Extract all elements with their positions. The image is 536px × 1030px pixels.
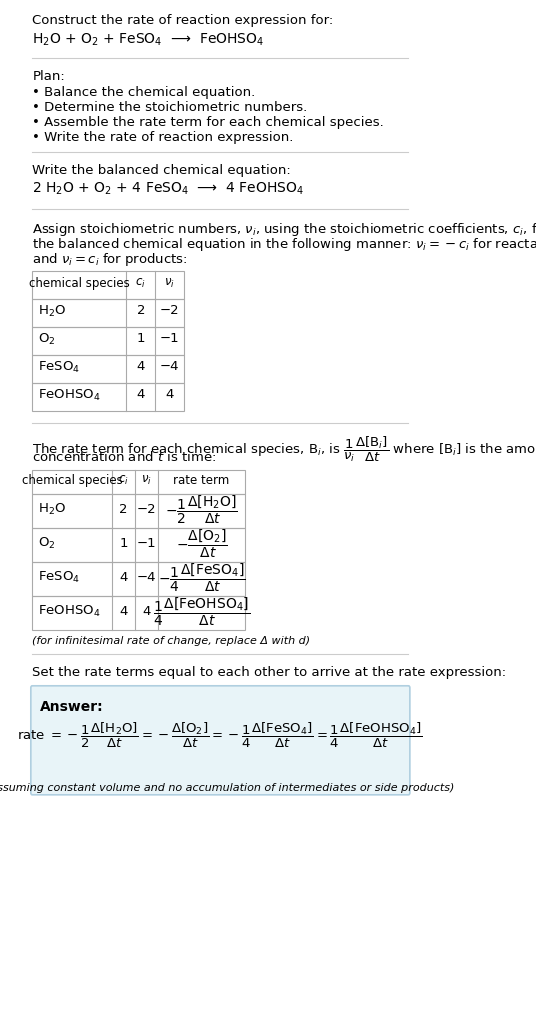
- Text: FeSO$_4$: FeSO$_4$: [38, 359, 80, 375]
- Bar: [32, 595, 245, 629]
- Text: • Determine the stoichiometric numbers.: • Determine the stoichiometric numbers.: [32, 101, 308, 114]
- Text: FeOHSO$_4$: FeOHSO$_4$: [38, 387, 101, 403]
- Text: (assuming constant volume and no accumulation of intermediates or side products): (assuming constant volume and no accumul…: [0, 783, 455, 793]
- Bar: [32, 299, 184, 327]
- Text: concentration and $t$ is time:: concentration and $t$ is time:: [32, 450, 217, 464]
- Text: 2: 2: [137, 305, 145, 317]
- Text: 4: 4: [137, 388, 145, 402]
- Text: H$_2$O: H$_2$O: [38, 304, 66, 318]
- Text: −4: −4: [160, 360, 180, 374]
- Text: 4: 4: [166, 388, 174, 402]
- Text: chemical species: chemical species: [29, 276, 130, 289]
- Text: −1: −1: [137, 538, 157, 550]
- Text: 2: 2: [119, 504, 128, 516]
- Text: the balanced chemical equation in the following manner: $\nu_i = -c_i$ for react: the balanced chemical equation in the fo…: [32, 236, 536, 253]
- Text: $\nu_i$: $\nu_i$: [141, 475, 152, 487]
- Text: Plan:: Plan:: [32, 70, 65, 83]
- Text: 2 H$_2$O + O$_2$ + 4 FeSO$_4$  ⟶  4 FeOHSO$_4$: 2 H$_2$O + O$_2$ + 4 FeSO$_4$ ⟶ 4 FeOHSO…: [32, 181, 304, 198]
- Text: $-\dfrac{\Delta[\mathrm{O_2}]}{\Delta t}$: $-\dfrac{\Delta[\mathrm{O_2}]}{\Delta t}…: [176, 527, 227, 560]
- Text: −2: −2: [137, 504, 157, 516]
- Bar: [32, 271, 184, 299]
- Text: 4: 4: [119, 606, 128, 618]
- Text: • Write the rate of reaction expression.: • Write the rate of reaction expression.: [32, 131, 294, 144]
- Text: −4: −4: [137, 572, 157, 584]
- Text: O$_2$: O$_2$: [38, 537, 56, 551]
- Text: H$_2$O: H$_2$O: [38, 503, 66, 517]
- Text: • Balance the chemical equation.: • Balance the chemical equation.: [32, 85, 256, 99]
- Bar: [32, 493, 245, 527]
- Text: 1: 1: [137, 333, 145, 345]
- Text: $c_i$: $c_i$: [118, 475, 129, 487]
- Bar: [32, 383, 184, 411]
- Text: Answer:: Answer:: [40, 699, 103, 714]
- Text: chemical species: chemical species: [21, 475, 122, 487]
- Bar: [32, 527, 245, 561]
- FancyBboxPatch shape: [31, 686, 410, 795]
- Text: −2: −2: [160, 305, 180, 317]
- Bar: [32, 355, 184, 383]
- Text: $c_i$: $c_i$: [136, 276, 146, 289]
- Text: −1: −1: [160, 333, 180, 345]
- Text: Assign stoichiometric numbers, $\nu_i$, using the stoichiometric coefficients, $: Assign stoichiometric numbers, $\nu_i$, …: [32, 221, 536, 238]
- Text: $-\dfrac{1}{2}\dfrac{\Delta[\mathrm{H_2O}]}{\Delta t}$: $-\dfrac{1}{2}\dfrac{\Delta[\mathrm{H_2O…: [165, 493, 238, 526]
- Text: The rate term for each chemical species, B$_i$, is $\dfrac{1}{\nu_i}\dfrac{\Delt: The rate term for each chemical species,…: [32, 435, 536, 465]
- Text: 4: 4: [143, 606, 151, 618]
- Bar: [32, 327, 184, 355]
- Text: and $\nu_i = c_i$ for products:: and $\nu_i = c_i$ for products:: [32, 251, 188, 268]
- Bar: [32, 561, 245, 595]
- Text: Write the balanced chemical equation:: Write the balanced chemical equation:: [32, 164, 291, 177]
- Text: $-\dfrac{1}{4}\dfrac{\Delta[\mathrm{FeSO_4}]}{\Delta t}$: $-\dfrac{1}{4}\dfrac{\Delta[\mathrm{FeSO…: [158, 561, 245, 594]
- Text: 1: 1: [119, 538, 128, 550]
- Text: 4: 4: [137, 360, 145, 374]
- Text: rate $= -\dfrac{1}{2}\dfrac{\Delta[\mathrm{H_2O}]}{\Delta t} = -\dfrac{\Delta[\m: rate $= -\dfrac{1}{2}\dfrac{\Delta[\math…: [18, 721, 423, 751]
- Text: O$_2$: O$_2$: [38, 332, 56, 346]
- Text: Set the rate terms equal to each other to arrive at the rate expression:: Set the rate terms equal to each other t…: [32, 665, 507, 679]
- Text: Construct the rate of reaction expression for:: Construct the rate of reaction expressio…: [32, 14, 333, 27]
- Text: 4: 4: [119, 572, 128, 584]
- Text: $\dfrac{1}{4}\dfrac{\Delta[\mathrm{FeOHSO_4}]}{\Delta t}$: $\dfrac{1}{4}\dfrac{\Delta[\mathrm{FeOHS…: [153, 595, 250, 628]
- Text: H$_2$O + O$_2$ + FeSO$_4$  ⟶  FeOHSO$_4$: H$_2$O + O$_2$ + FeSO$_4$ ⟶ FeOHSO$_4$: [32, 32, 265, 48]
- Text: FeSO$_4$: FeSO$_4$: [38, 571, 80, 585]
- Text: $\nu_i$: $\nu_i$: [165, 276, 175, 289]
- Text: • Assemble the rate term for each chemical species.: • Assemble the rate term for each chemic…: [32, 116, 384, 129]
- Bar: [32, 470, 245, 493]
- Text: (for infinitesimal rate of change, replace Δ with d): (for infinitesimal rate of change, repla…: [32, 636, 310, 646]
- Text: FeOHSO$_4$: FeOHSO$_4$: [38, 605, 101, 619]
- Text: rate term: rate term: [174, 475, 229, 487]
